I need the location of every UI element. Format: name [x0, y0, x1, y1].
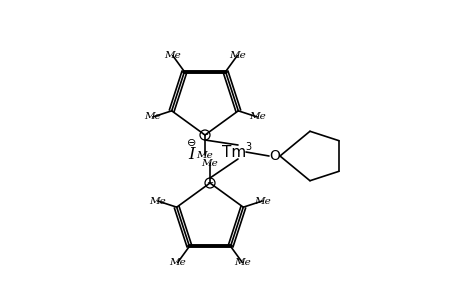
- Text: Tm: Tm: [221, 145, 246, 160]
- Text: ⊖: ⊖: [187, 138, 196, 148]
- Text: Me: Me: [234, 258, 250, 267]
- Text: Me: Me: [149, 196, 166, 206]
- Text: −: −: [201, 130, 208, 140]
- Text: Me: Me: [248, 112, 265, 122]
- Text: Me: Me: [196, 151, 213, 160]
- Text: −: −: [206, 178, 213, 188]
- Text: Me: Me: [253, 196, 270, 206]
- Text: Me: Me: [169, 258, 185, 267]
- Text: Me: Me: [164, 51, 181, 60]
- Text: O: O: [269, 149, 280, 163]
- Text: Me: Me: [201, 158, 218, 167]
- Text: I: I: [188, 146, 195, 163]
- Text: Me: Me: [144, 112, 161, 122]
- Text: Me: Me: [229, 51, 245, 60]
- Text: 3: 3: [244, 142, 251, 152]
